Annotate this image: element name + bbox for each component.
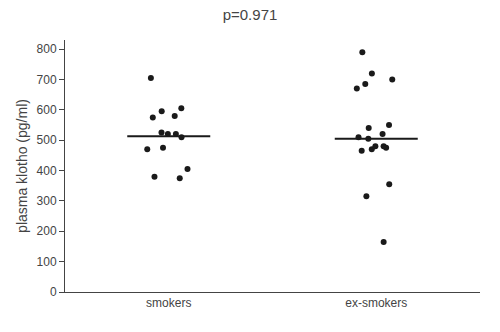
svg-text:600: 600 [37, 103, 57, 117]
svg-text:ex-smokers: ex-smokers [345, 296, 407, 310]
svg-text:700: 700 [37, 73, 57, 87]
svg-text:100: 100 [37, 255, 57, 269]
svg-text:500: 500 [37, 133, 57, 147]
svg-text:200: 200 [37, 224, 57, 238]
svg-text:plasma klotho (pg/ml): plasma klotho (pg/ml) [14, 99, 30, 233]
svg-text:800: 800 [37, 42, 57, 56]
svg-text:400: 400 [37, 164, 57, 178]
svg-text:smokers: smokers [146, 296, 191, 310]
svg-text:300: 300 [37, 194, 57, 208]
svg-text:0: 0 [50, 285, 57, 299]
svg-text:p=0.971: p=0.971 [223, 6, 278, 23]
